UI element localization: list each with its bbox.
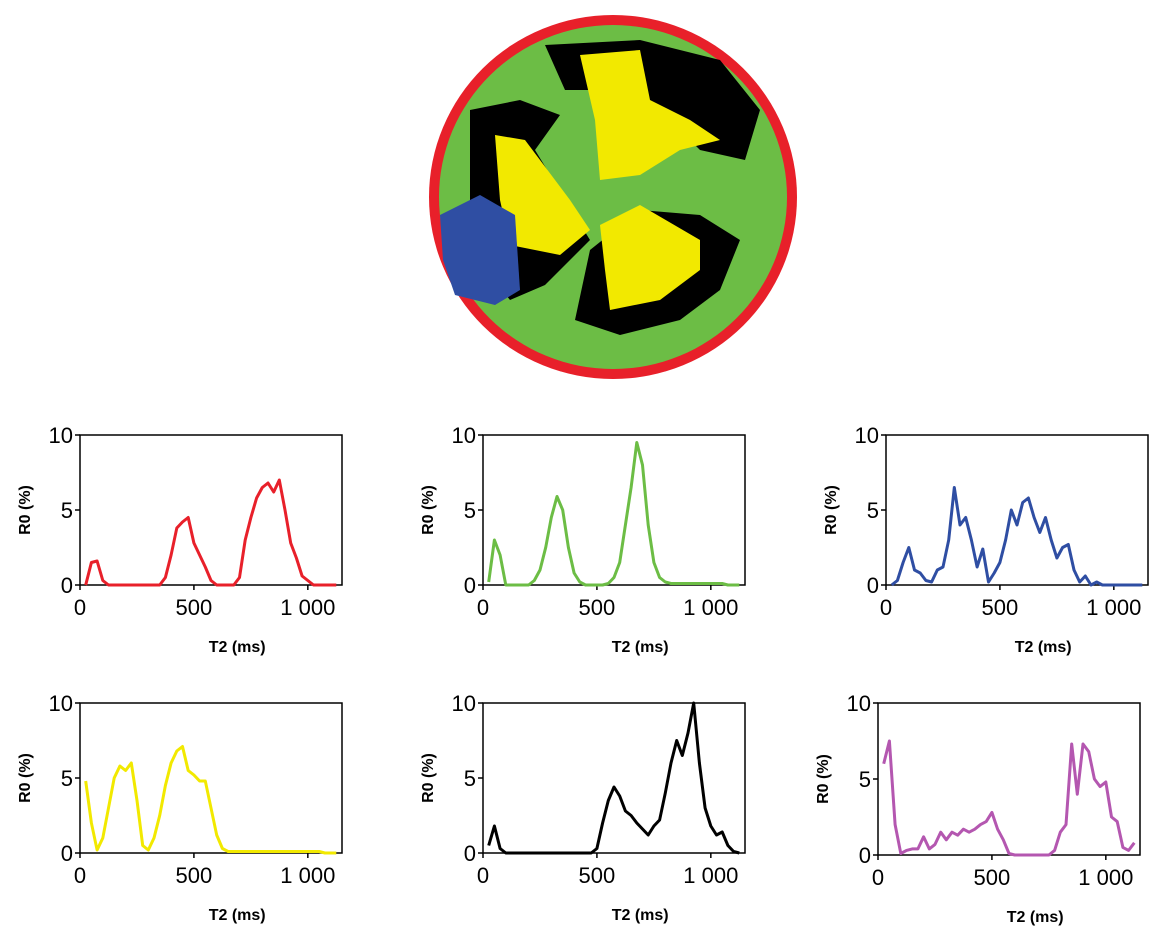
y-tick-label: 0	[867, 573, 879, 598]
data-line	[487, 441, 740, 587]
y-tick-label: 10	[847, 691, 871, 716]
y-tick-label: 10	[452, 423, 476, 448]
yellow-region	[580, 50, 720, 180]
y-tick-label: 5	[61, 498, 73, 523]
x-tick-label: 500	[176, 863, 213, 888]
x-tick-label: 0	[477, 595, 489, 620]
x-tick-label: 500	[974, 865, 1011, 890]
x-tick-label: 0	[477, 863, 489, 888]
data-line	[84, 745, 337, 855]
y-tick-label: 10	[855, 423, 879, 448]
x-tick-label: 0	[872, 865, 884, 890]
plot-frame	[482, 434, 746, 586]
x-axis-label: T2 (ms)	[1007, 909, 1064, 926]
y-tick-label: 10	[452, 691, 476, 716]
plot-frame	[79, 702, 343, 854]
y-axis-label: R0 (%)	[17, 753, 34, 803]
x-tick-label: 0	[74, 863, 86, 888]
plot-frame	[79, 434, 343, 586]
x-axis-label: T2 (ms)	[612, 907, 669, 924]
x-tick-label: 1 000	[280, 595, 335, 620]
data-line	[890, 486, 1143, 587]
y-axis-label: R0 (%)	[815, 754, 832, 804]
x-axis-label: T2 (ms)	[209, 907, 266, 924]
y-tick-label: 0	[859, 843, 871, 868]
y-tick-label: 10	[49, 423, 73, 448]
y-tick-label: 5	[867, 498, 879, 523]
yellow-region	[495, 135, 590, 255]
x-tick-label: 1 000	[1086, 595, 1141, 620]
y-axis-label: R0 (%)	[420, 485, 437, 535]
plot-frame	[877, 702, 1141, 856]
x-axis-label: T2 (ms)	[1015, 639, 1072, 656]
x-tick-label: 500	[579, 595, 616, 620]
x-tick-label: 0	[74, 595, 86, 620]
x-axis-label: T2 (ms)	[612, 639, 669, 656]
x-tick-label: 1 000	[280, 863, 335, 888]
y-tick-label: 0	[464, 841, 476, 866]
y-tick-label: 0	[61, 573, 73, 598]
x-tick-label: 1 000	[1078, 865, 1133, 890]
plot-frame	[482, 702, 746, 854]
x-tick-label: 0	[880, 595, 892, 620]
y-tick-label: 0	[464, 573, 476, 598]
y-tick-label: 10	[49, 691, 73, 716]
y-axis-label: R0 (%)	[420, 753, 437, 803]
y-axis-label: R0 (%)	[823, 485, 840, 535]
yellow-region	[600, 205, 700, 310]
y-tick-label: 5	[464, 766, 476, 791]
y-tick-label: 5	[464, 498, 476, 523]
data-line	[84, 478, 337, 587]
plot-frame	[885, 434, 1149, 586]
y-tick-label: 5	[859, 767, 871, 792]
blue-region	[440, 195, 520, 305]
data-line	[487, 701, 740, 855]
segmentation-map	[429, 15, 797, 379]
y-tick-label: 5	[61, 766, 73, 791]
y-axis-label: R0 (%)	[17, 485, 34, 535]
x-tick-label: 1 000	[683, 863, 738, 888]
x-tick-label: 500	[982, 595, 1019, 620]
y-tick-label: 0	[61, 841, 73, 866]
x-axis-label: T2 (ms)	[209, 639, 266, 656]
x-tick-label: 500	[176, 595, 213, 620]
data-line	[882, 739, 1136, 857]
x-tick-label: 1 000	[683, 595, 738, 620]
x-tick-label: 500	[579, 863, 616, 888]
